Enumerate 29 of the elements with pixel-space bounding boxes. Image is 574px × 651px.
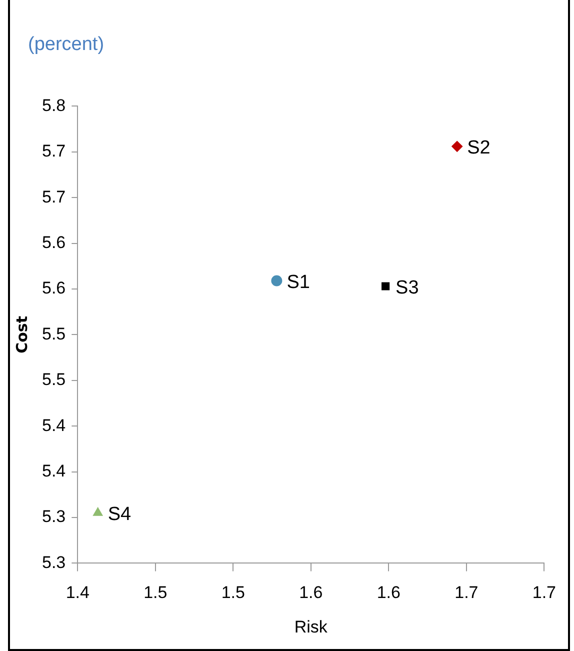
y-tick-label: 5.4 xyxy=(42,416,66,435)
y-tick-label: 5.6 xyxy=(42,232,66,252)
x-tick-label: 1.4 xyxy=(66,583,90,602)
y-tick-label: 5.6 xyxy=(42,278,66,298)
point xyxy=(271,275,282,286)
series-label: S4 xyxy=(108,504,132,526)
series-label: S2 xyxy=(467,138,490,159)
chart-subtitle: (percent) xyxy=(28,34,104,56)
x-tick-label: 1.6 xyxy=(376,583,400,602)
series-label: S3 xyxy=(396,277,419,298)
series-label: S1 xyxy=(286,272,310,294)
x-tick-label: 1.5 xyxy=(144,583,168,602)
y-tick-label: 5.4 xyxy=(42,461,66,480)
y-tick-label: 5.5 xyxy=(42,370,66,390)
y-tick-label: 5.3 xyxy=(42,552,66,572)
x-tick-label: 1.5 xyxy=(221,583,245,602)
point xyxy=(382,282,390,290)
x-axis-title: Risk xyxy=(294,617,328,636)
point xyxy=(93,507,103,516)
y-tick-label: 5.7 xyxy=(42,142,66,161)
y-tick-label: 5.3 xyxy=(42,507,66,526)
y-tick-label: 5.5 xyxy=(42,324,66,344)
y-axis-title: Cost xyxy=(12,316,31,354)
x-tick-label: 1.7 xyxy=(454,583,478,602)
y-tick-label: 5.7 xyxy=(42,187,66,206)
y-tick-label: 5.8 xyxy=(42,96,66,115)
x-tick-label: 1.7 xyxy=(532,583,556,602)
point xyxy=(452,140,463,152)
x-tick-label: 1.6 xyxy=(299,583,323,602)
